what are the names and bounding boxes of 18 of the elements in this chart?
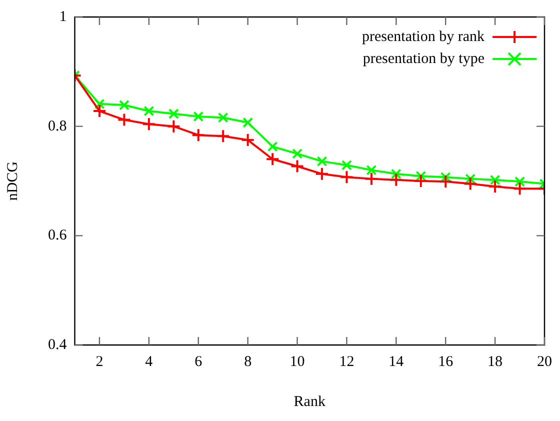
x-tick-label: 14 xyxy=(388,354,404,370)
x-axis-title: Rank xyxy=(294,394,326,410)
x-tick-label: 10 xyxy=(290,354,305,370)
y-tick-label: 0.4 xyxy=(48,336,68,353)
x-tick-label: 12 xyxy=(339,354,354,370)
legend-label: presentation by type xyxy=(362,50,485,67)
x-tick-label: 6 xyxy=(194,354,203,370)
y-tick-label: 1 xyxy=(59,8,67,25)
legend-label: presentation by rank xyxy=(362,28,485,45)
y-axis-title: nDCG xyxy=(4,161,21,201)
x-tick-label: 8 xyxy=(244,354,252,370)
x-tick-label: 4 xyxy=(145,354,154,370)
x-tick-label: 16 xyxy=(438,354,454,370)
x-tick-label: 20 xyxy=(537,354,552,370)
y-tick-label: 0.8 xyxy=(48,118,67,134)
y-tick-label: 0.6 xyxy=(48,228,68,244)
x-tick-label: 18 xyxy=(488,354,503,370)
x-tick-label: 2 xyxy=(96,354,104,370)
